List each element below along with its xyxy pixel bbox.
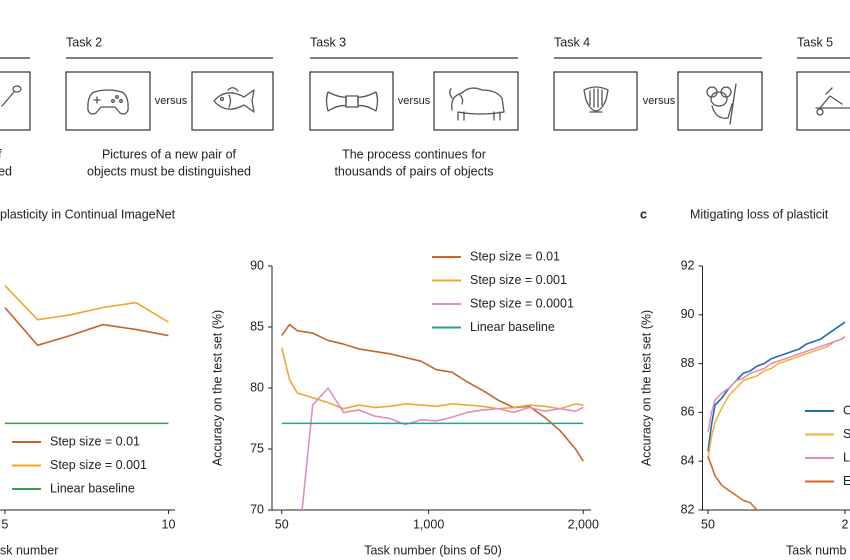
panel-label: c: [640, 207, 647, 221]
task-box: [191, 71, 274, 131]
caption-line: thousands of pairs of objects: [334, 164, 493, 178]
icon-bison: [449, 87, 505, 121]
icon-bowtie: [325, 91, 379, 112]
legend-label: Linear baseline: [50, 481, 135, 495]
icon-vehicle: [815, 87, 850, 116]
plot-area: [280, 323, 584, 510]
icon: [1, 85, 22, 107]
y-tick-label: 88: [681, 356, 695, 370]
versus: versus: [643, 95, 676, 107]
task-box: [796, 71, 850, 131]
x-tick-label: 10: [162, 517, 176, 531]
caption-line: f: [0, 147, 2, 161]
task-box: [309, 71, 394, 131]
series-line: [707, 456, 759, 510]
task-title: Task 4: [554, 35, 590, 49]
series-line: [281, 323, 584, 462]
series-line: [4, 284, 169, 323]
versus: versus: [155, 95, 188, 107]
icon-fish: [213, 87, 255, 113]
x-axis-label: Task number (bins of 50): [364, 543, 502, 557]
caption-line: Pictures of a new pair of: [102, 147, 237, 161]
legend-label: C: [843, 403, 850, 417]
legend-label: L: [843, 450, 850, 464]
y-tick-label: 82: [681, 502, 695, 516]
legend-label: E: [843, 474, 850, 488]
x-tick-label: 2: [841, 517, 848, 531]
legend-label: Step size = 0.0001: [470, 296, 574, 310]
legend-label: Step size = 0.001: [470, 273, 567, 287]
legend-label: Step size = 0.01: [50, 434, 140, 448]
y-tick-label: 75: [250, 441, 264, 455]
series-line: [280, 347, 584, 410]
y-tick-label: 90: [681, 307, 695, 321]
plot-area: [4, 284, 169, 425]
task-box: [65, 71, 151, 131]
x-tick-label: 1,000: [413, 517, 444, 531]
legend-label: Step size = 0.01: [470, 249, 560, 263]
panel-title: Mitigating loss of plasticit: [690, 207, 829, 221]
x-axis-label: sk number: [0, 543, 58, 557]
task-box: [433, 71, 519, 131]
plot-area: [707, 321, 846, 510]
y-tick-label: 85: [250, 319, 264, 333]
series-line: [4, 306, 169, 347]
y-tick-label: 80: [250, 380, 264, 394]
versus: versus: [398, 95, 431, 107]
task-title: Task 3: [310, 35, 346, 49]
task-title: Task 2: [66, 35, 102, 49]
legend-label: S: [843, 427, 850, 441]
series-line: [707, 336, 846, 459]
task-title: Task 5: [797, 35, 833, 49]
series-line: [707, 321, 846, 452]
caption-line: The process continues for: [342, 147, 486, 161]
series-line: [707, 336, 846, 433]
x-tick-label: 50: [275, 517, 289, 531]
icon-harp: [583, 86, 609, 113]
legend-label: Linear baseline: [470, 320, 555, 334]
task-box: [553, 71, 638, 131]
series-line: [301, 387, 584, 510]
y-axis-label: Accuracy on the test set (%): [210, 310, 224, 466]
caption-line: objects must be distinguished: [87, 164, 251, 178]
task-box: [677, 71, 763, 131]
caption-line: ed: [0, 164, 12, 178]
y-tick-label: 70: [250, 502, 264, 516]
icon-gamepad: [87, 89, 129, 115]
x-tick-label: 5: [1, 517, 8, 531]
y-axis-label: Accuracy on the test set (%): [639, 310, 653, 466]
legend-label: Step size = 0.001: [50, 458, 147, 472]
task-box: [0, 71, 31, 131]
y-tick-label: 92: [681, 258, 695, 272]
y-tick-label: 90: [250, 258, 264, 272]
x-tick-label: 2,000: [568, 517, 599, 531]
icon-koala: [706, 83, 737, 125]
y-tick-label: 86: [681, 405, 695, 419]
y-tick-label: 84: [681, 453, 695, 467]
x-axis-label: Task numb: [786, 543, 846, 557]
x-tick-label: 50: [701, 517, 715, 531]
panel-title: plasticity in Continual ImageNet: [0, 207, 176, 221]
